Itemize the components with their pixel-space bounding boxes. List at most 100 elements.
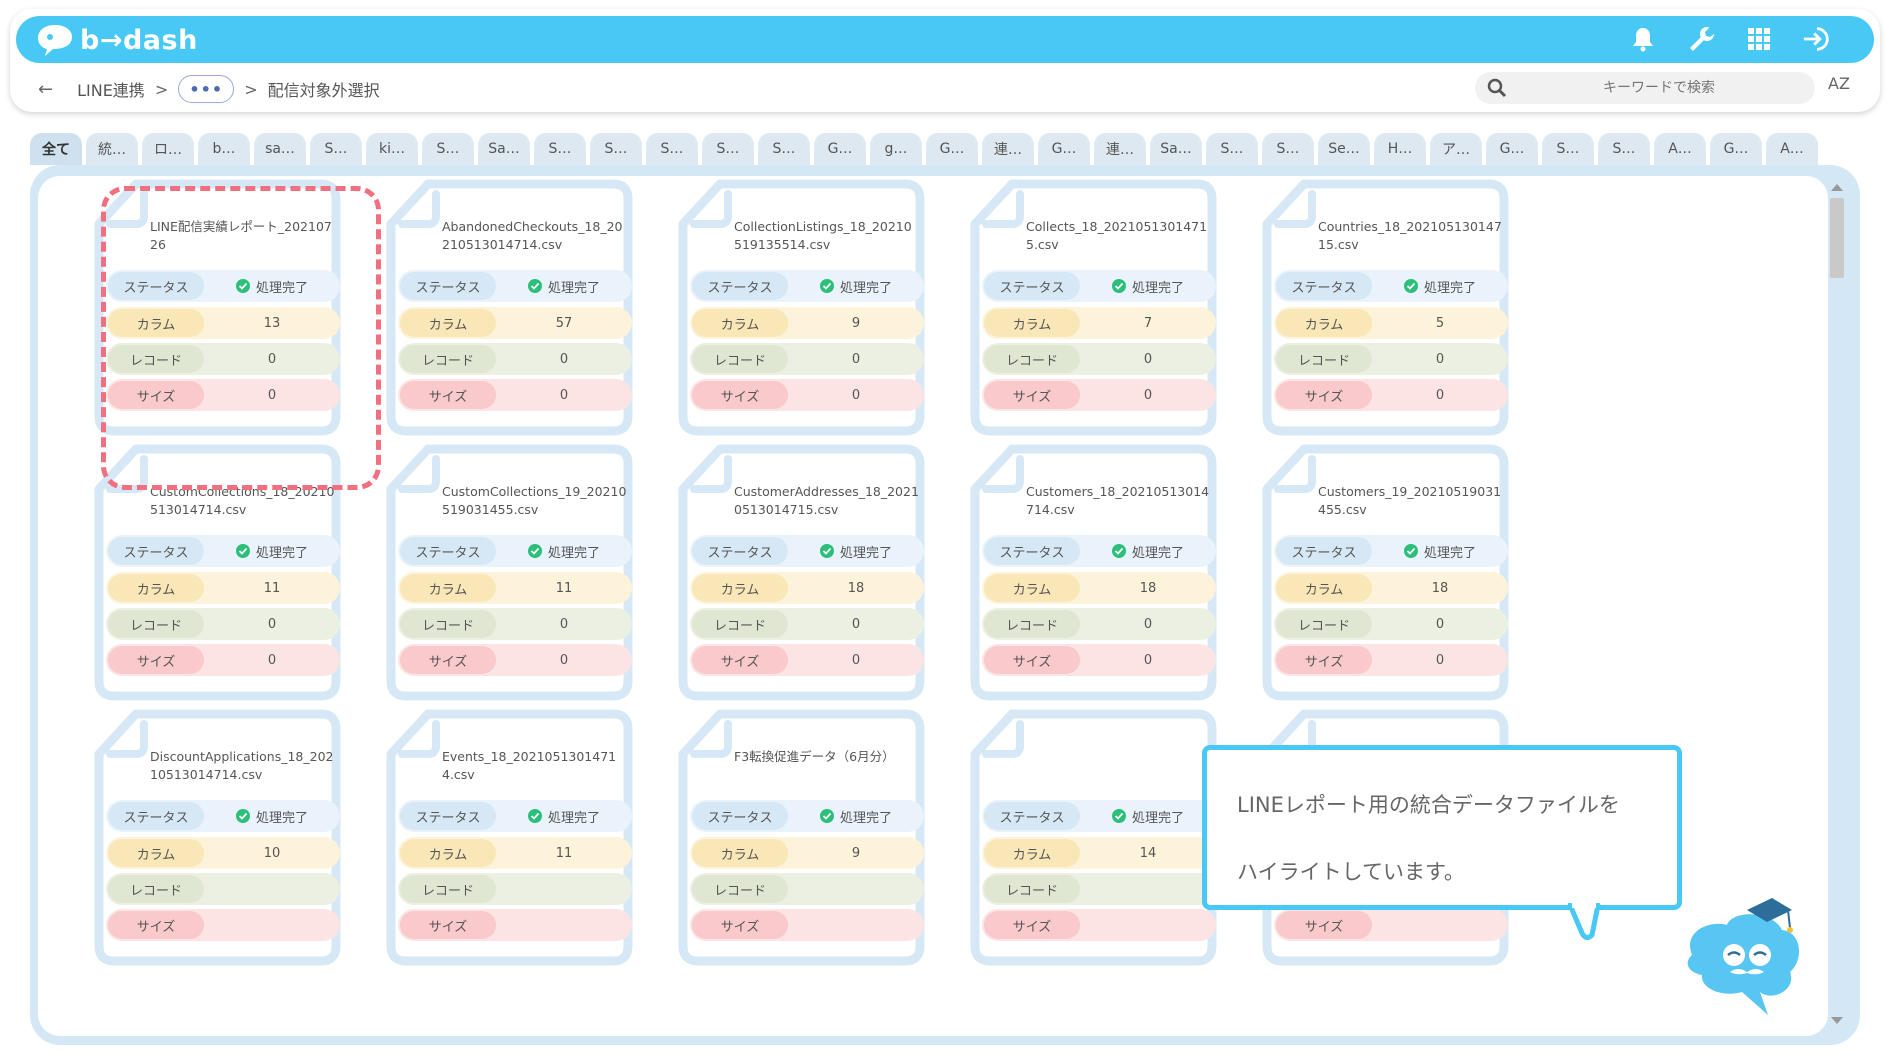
- tab-file[interactable]: S…: [1542, 133, 1594, 165]
- tab-file[interactable]: H…: [1374, 133, 1426, 165]
- card-row-size: サイズ: [1274, 909, 1508, 941]
- tab-file[interactable]: G…: [814, 133, 866, 165]
- value-text: 11: [555, 845, 573, 861]
- logo[interactable]: b→dash: [36, 23, 198, 57]
- tab-file[interactable]: Sa…: [478, 133, 530, 165]
- row-value: 18: [792, 572, 920, 604]
- check-circle-icon: [1403, 544, 1418, 558]
- card-row-columns: カラム 9: [690, 837, 924, 869]
- row-label: カラム: [400, 574, 496, 602]
- row-value: 0: [208, 608, 336, 640]
- tab-file[interactable]: A…: [1766, 133, 1818, 165]
- file-card[interactable]: ステータス 処理完了 カラム 14 レコード サイズ: [962, 696, 1225, 971]
- tab-file[interactable]: 統…: [86, 133, 138, 165]
- file-card[interactable]: Collects_18_20210513014715.csv ステータス 処理完了カ…: [962, 176, 1225, 441]
- file-card[interactable]: CollectionListings_18_20210519135514.csv…: [670, 176, 933, 441]
- row-label: レコード: [400, 610, 496, 638]
- tab-file[interactable]: ロ…: [142, 133, 194, 165]
- tab-file[interactable]: S…: [590, 133, 642, 165]
- row-value: 0: [792, 343, 920, 375]
- tab-file[interactable]: 連…: [982, 133, 1034, 165]
- tab-file[interactable]: 連…: [1094, 133, 1146, 165]
- tab-file[interactable]: G…: [1486, 133, 1538, 165]
- scroll-up-arrow-icon[interactable]: [1831, 184, 1843, 191]
- callout-bubble: LINEレポート用の統合データファイルを ハイライトしています。: [1202, 745, 1682, 910]
- row-label: レコード: [108, 610, 204, 638]
- tab-file[interactable]: G…: [1038, 133, 1090, 165]
- tab-file[interactable]: S…: [702, 133, 754, 165]
- logo-text: b→dash: [80, 24, 198, 56]
- card-row-status: ステータス 処理完了: [982, 270, 1216, 302]
- tab-file[interactable]: ki…: [366, 133, 418, 165]
- tab-file[interactable]: S…: [310, 133, 362, 165]
- card-row-records: レコード: [106, 873, 340, 905]
- value-text: 処理完了: [1131, 810, 1184, 826]
- value-text: 0: [267, 351, 277, 367]
- tab-all[interactable]: 全て: [30, 133, 82, 165]
- tab-file[interactable]: S…: [1262, 133, 1314, 165]
- card-row-records: レコード 0: [106, 608, 340, 640]
- tab-file[interactable]: g…: [870, 133, 922, 165]
- scroll-thumb[interactable]: [1830, 198, 1844, 278]
- vertical-scrollbar[interactable]: [1826, 180, 1848, 1030]
- tab-file[interactable]: S…: [1206, 133, 1258, 165]
- logout-icon[interactable]: [1802, 24, 1832, 54]
- breadcrumb-more-button[interactable]: •••: [178, 75, 235, 103]
- value-text: 0: [851, 616, 861, 632]
- file-card[interactable]: F3転換促進データ（6月分） ステータス 処理完了 カラム 9 レコード サイズ: [670, 696, 933, 971]
- value-text: 9: [851, 845, 861, 861]
- tab-file[interactable]: sa…: [254, 133, 306, 165]
- check-circle-icon: [819, 544, 834, 558]
- tab-file[interactable]: Se…: [1318, 133, 1370, 165]
- card-row-columns: カラム 5: [1274, 307, 1508, 339]
- row-value: 14: [1084, 837, 1212, 869]
- file-card[interactable]: CustomCollections_18_20210513014714.csv ス…: [86, 431, 349, 706]
- file-card[interactable]: LINE配信実績レポート_20210726 ステータス 処理完了 カラム 13 レコード 0…: [86, 176, 349, 441]
- tab-file[interactable]: G…: [926, 133, 978, 165]
- search-input[interactable]: [1475, 71, 1815, 105]
- row-label: ステータス: [400, 272, 496, 300]
- row-value: 処理完了: [792, 800, 920, 832]
- tab-file[interactable]: S…: [534, 133, 586, 165]
- row-label: レコード: [1276, 345, 1372, 373]
- file-name: Events_18_20210513014714.csv: [442, 749, 617, 782]
- card-row-size: サイズ 0: [398, 379, 632, 411]
- value-text: 0: [1143, 652, 1153, 668]
- breadcrumb-root[interactable]: LINE連携: [77, 81, 145, 100]
- callout-line-2: ハイライトしています。: [1237, 860, 1465, 884]
- tab-file[interactable]: Sa…: [1150, 133, 1202, 165]
- row-label: ステータス: [108, 272, 204, 300]
- file-card[interactable]: DiscountApplications_18_20210513014714.c…: [86, 696, 349, 971]
- row-label: カラム: [984, 574, 1080, 602]
- row-label: サイズ: [984, 646, 1080, 674]
- tab-file[interactable]: S…: [646, 133, 698, 165]
- card-row-records: レコード 0: [106, 343, 340, 375]
- tab-file[interactable]: b…: [198, 133, 250, 165]
- back-arrow-icon[interactable]: ←: [38, 78, 54, 100]
- file-card[interactable]: Customers_18_20210513014714.csv ステータス 処理完了…: [962, 431, 1225, 706]
- file-name: LINE配信実績レポート_20210726: [150, 219, 332, 252]
- file-card[interactable]: Customers_19_20210519031455.csv ステータス 処理完了…: [1254, 431, 1517, 706]
- value-text: 処理完了: [1131, 280, 1184, 296]
- row-value: 0: [208, 644, 336, 676]
- tab-file[interactable]: S…: [422, 133, 474, 165]
- file-card[interactable]: CustomCollections_19_20210519031455.csv ス…: [378, 431, 641, 706]
- mascot-character: [1687, 898, 1800, 1015]
- file-card[interactable]: AbandonedCheckouts_18_20210513014714.csv…: [378, 176, 641, 441]
- sort-az-button[interactable]: AZ: [1828, 74, 1850, 93]
- value-text: 処理完了: [255, 810, 308, 826]
- tab-file[interactable]: ア…: [1430, 133, 1482, 165]
- tab-file[interactable]: A…: [1654, 133, 1706, 165]
- value-text: 0: [267, 387, 277, 403]
- tab-file[interactable]: S…: [758, 133, 810, 165]
- grid-icon[interactable]: [1744, 24, 1774, 54]
- file-card[interactable]: Countries_18_20210513014715.csv ステータス 処理完了…: [1254, 176, 1517, 441]
- tab-file[interactable]: S…: [1598, 133, 1650, 165]
- bell-icon[interactable]: [1628, 24, 1658, 54]
- file-card[interactable]: CustomerAddresses_18_20210513014715.csv ス…: [670, 431, 933, 706]
- tab-file[interactable]: G…: [1710, 133, 1762, 165]
- file-card[interactable]: Events_18_20210513014714.csv ステータス 処理完了 カラム…: [378, 696, 641, 971]
- scroll-down-arrow-icon[interactable]: [1831, 1017, 1843, 1024]
- wrench-icon[interactable]: [1686, 24, 1716, 54]
- row-label: サイズ: [108, 381, 204, 409]
